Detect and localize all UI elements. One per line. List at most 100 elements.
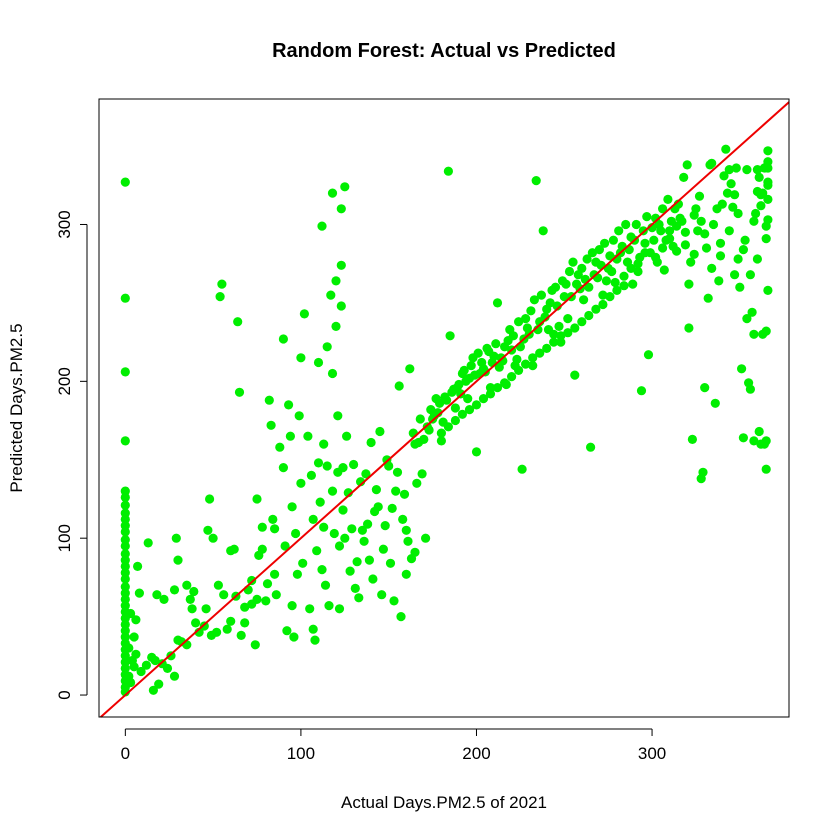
data-point bbox=[521, 314, 531, 324]
data-point bbox=[649, 235, 659, 245]
data-point bbox=[280, 541, 290, 551]
data-point bbox=[299, 309, 309, 319]
data-point bbox=[763, 157, 773, 167]
data-point bbox=[577, 263, 587, 273]
data-point bbox=[359, 536, 369, 546]
data-point bbox=[120, 568, 130, 578]
data-point bbox=[368, 574, 378, 584]
data-point bbox=[693, 226, 703, 236]
data-point bbox=[319, 439, 329, 449]
data-point bbox=[738, 245, 749, 255]
data-point bbox=[136, 666, 146, 677]
data-point bbox=[726, 179, 736, 189]
data-point bbox=[352, 557, 362, 567]
y-axis: 0 100 200 300 bbox=[55, 210, 88, 700]
data-point bbox=[600, 238, 610, 248]
data-point bbox=[473, 348, 483, 358]
data-point bbox=[424, 425, 434, 435]
data-point bbox=[354, 593, 364, 603]
data-point bbox=[633, 266, 643, 277]
data-point bbox=[450, 403, 460, 413]
data-point bbox=[292, 569, 302, 579]
data-point bbox=[334, 604, 345, 614]
data-point bbox=[345, 566, 355, 576]
data-point bbox=[756, 190, 766, 200]
data-point bbox=[215, 292, 225, 302]
data-point bbox=[120, 561, 130, 572]
data-point bbox=[171, 533, 181, 543]
data-point bbox=[405, 364, 415, 374]
data-point bbox=[643, 350, 654, 360]
data-point bbox=[454, 379, 464, 390]
data-point bbox=[182, 640, 192, 650]
data-point bbox=[270, 524, 280, 534]
data-point bbox=[459, 365, 469, 375]
data-point bbox=[363, 519, 373, 529]
data-point bbox=[401, 525, 411, 535]
data-point bbox=[528, 353, 538, 363]
data-point bbox=[324, 601, 334, 611]
data-point bbox=[640, 238, 650, 248]
data-point bbox=[322, 461, 332, 471]
data-point bbox=[396, 612, 406, 622]
data-point bbox=[120, 436, 130, 446]
data-point bbox=[233, 317, 243, 327]
data-point bbox=[331, 276, 341, 286]
data-point bbox=[421, 533, 431, 543]
data-point bbox=[686, 257, 696, 267]
data-point bbox=[559, 292, 569, 302]
data-point bbox=[677, 216, 687, 226]
data-point bbox=[694, 191, 705, 201]
data-point bbox=[610, 277, 620, 288]
data-point bbox=[680, 240, 691, 250]
data-point bbox=[126, 608, 136, 619]
y-tick-label: 0 bbox=[55, 690, 74, 699]
data-point bbox=[701, 243, 712, 253]
data-point bbox=[401, 569, 411, 579]
data-point bbox=[563, 314, 573, 324]
data-point bbox=[658, 204, 668, 214]
data-point bbox=[236, 630, 246, 641]
data-point bbox=[584, 282, 594, 292]
data-point bbox=[120, 657, 130, 667]
reference-line bbox=[100, 101, 790, 718]
data-point bbox=[287, 502, 297, 512]
data-point bbox=[226, 616, 236, 626]
data-point bbox=[315, 497, 325, 507]
data-point bbox=[564, 266, 575, 277]
data-point bbox=[387, 503, 397, 513]
data-point bbox=[598, 299, 608, 310]
data-point bbox=[463, 394, 473, 404]
data-point bbox=[291, 528, 301, 539]
data-point bbox=[500, 378, 510, 388]
y-axis-label: Predicted Days.PM2.5 bbox=[7, 323, 26, 492]
data-point bbox=[624, 245, 634, 255]
data-point bbox=[445, 331, 455, 341]
data-point bbox=[568, 257, 578, 267]
data-point bbox=[436, 436, 446, 446]
x-tick-label: 200 bbox=[462, 744, 490, 763]
data-point bbox=[317, 565, 327, 575]
data-point bbox=[761, 464, 771, 474]
data-point bbox=[285, 431, 295, 441]
data-point bbox=[327, 486, 338, 496]
data-point bbox=[392, 467, 403, 477]
data-point bbox=[148, 685, 158, 695]
data-point bbox=[375, 426, 385, 437]
data-point bbox=[758, 329, 768, 339]
data-point bbox=[120, 555, 130, 565]
data-points bbox=[120, 144, 773, 697]
data-point bbox=[278, 463, 288, 473]
data-point bbox=[628, 279, 638, 289]
data-point bbox=[707, 263, 717, 273]
data-point bbox=[443, 422, 453, 432]
data-point bbox=[257, 544, 267, 554]
data-point bbox=[763, 180, 773, 190]
data-point bbox=[651, 252, 661, 262]
data-point bbox=[120, 582, 130, 592]
data-point bbox=[761, 234, 771, 244]
data-point bbox=[605, 292, 615, 302]
data-point bbox=[584, 310, 594, 321]
data-point bbox=[756, 201, 766, 211]
